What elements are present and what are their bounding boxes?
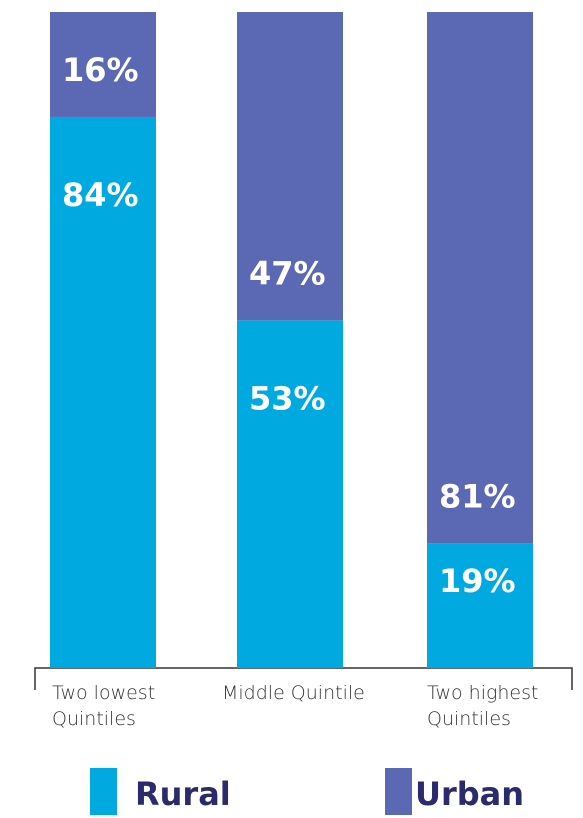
x-tick-label: Two highest Quintiles	[427, 682, 539, 730]
bar-segment	[237, 320, 343, 668]
bar-segment	[50, 12, 156, 117]
bar-segment	[427, 12, 533, 544]
legend-swatch	[385, 768, 412, 815]
value-label: 47%	[249, 254, 326, 292]
bar-segment	[237, 12, 343, 321]
value-label: 84%	[62, 176, 139, 214]
bar-segment	[427, 543, 533, 668]
x-tick-label: Two lowest Quintiles	[52, 682, 156, 730]
legend-swatch	[90, 768, 117, 815]
x-tick-label: Middle Quintile	[222, 682, 365, 704]
bar-segment	[50, 116, 156, 668]
value-label: 19%	[439, 562, 516, 600]
value-label: 16%	[62, 51, 139, 89]
value-label: 81%	[439, 477, 516, 515]
value-label: 53%	[249, 379, 326, 417]
legend-label: Rural	[135, 775, 231, 813]
legend-label: Urban	[415, 775, 524, 813]
